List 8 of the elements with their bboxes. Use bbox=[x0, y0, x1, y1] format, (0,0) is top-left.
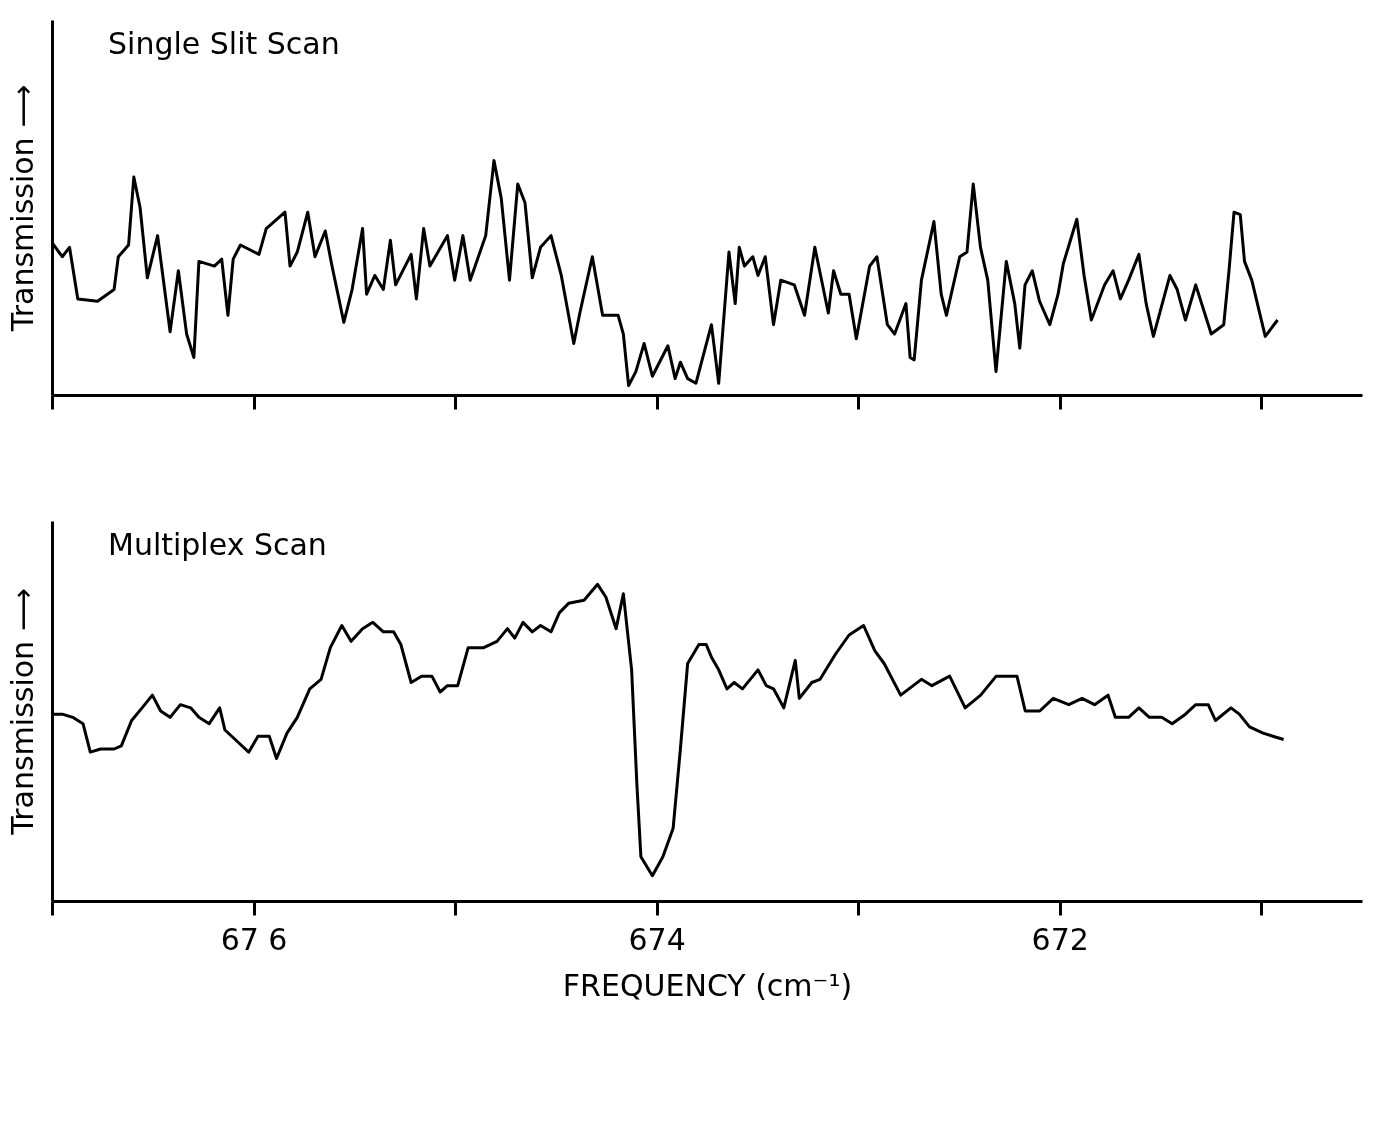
chart-title: Multiplex Scan bbox=[108, 527, 327, 562]
x-tick-label: 674 bbox=[628, 921, 686, 957]
x-axis-title: FREQUENCY (cm⁻¹) bbox=[562, 967, 853, 1003]
y-axis-title: Transmission ⟶ bbox=[4, 84, 40, 333]
x-tick-label: 672 bbox=[1031, 921, 1089, 957]
y-axis-title: Transmission ⟶ bbox=[4, 588, 40, 836]
chart-title: Single Slit Scan bbox=[108, 26, 340, 61]
x-tick-label: 67 6 bbox=[220, 921, 288, 957]
